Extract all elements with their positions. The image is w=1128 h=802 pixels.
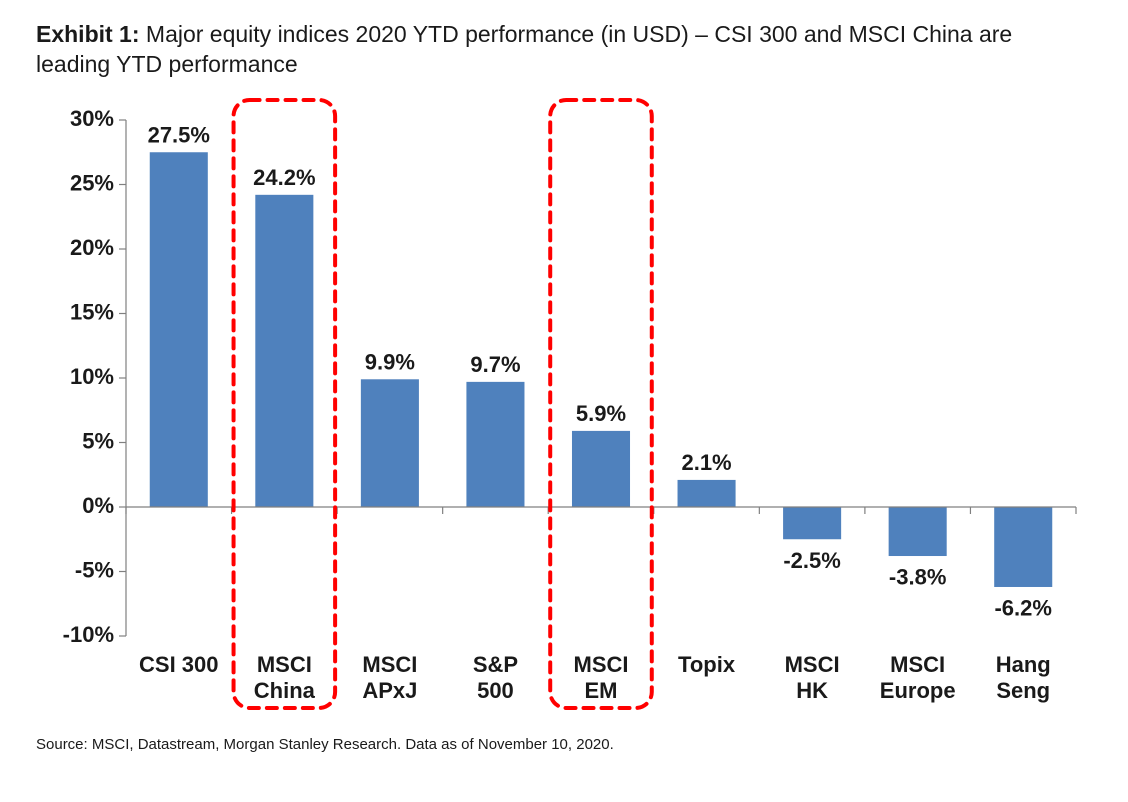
category-label: Hang [996, 652, 1051, 677]
category-label: MSCI [574, 652, 629, 677]
bar [255, 195, 313, 507]
source-note: Source: MSCI, Datastream, Morgan Stanley… [36, 736, 1092, 753]
category-label: MSCI [362, 652, 417, 677]
bar-value-label: 24.2% [253, 165, 315, 190]
y-tick-label: 10% [70, 364, 114, 389]
category-label: Topix [678, 652, 736, 677]
bar-value-label: 27.5% [148, 122, 210, 147]
y-tick-label: 20% [70, 235, 114, 260]
chart-svg: -10% -5% 0% 5% 10% 15% 20% 25% 30% 27.5% 24.2% 9.9%… [36, 90, 1092, 730]
bar [361, 379, 419, 507]
y-tick-label: 5% [82, 428, 114, 453]
category-label: S&P [473, 652, 518, 677]
ytd-performance-chart: -10% -5% 0% 5% 10% 15% 20% 25% 30% 27.5% 24.2% 9.9%… [36, 90, 1092, 730]
y-tick-label: 30% [70, 106, 114, 131]
bar-value-label: 9.9% [365, 349, 415, 374]
y-tick-label: 25% [70, 170, 114, 195]
bar-value-label: 5.9% [576, 401, 626, 426]
y-tick-label: -5% [75, 557, 114, 582]
category-label: EM [585, 678, 618, 703]
bar [466, 382, 524, 507]
y-tick-label: 15% [70, 299, 114, 324]
category-label: HK [796, 678, 828, 703]
exhibit-number: Exhibit 1: [36, 21, 140, 47]
bar [889, 507, 947, 556]
y-tick-label: 0% [82, 493, 114, 518]
category-label: 500 [477, 678, 514, 703]
bar-value-label: 2.1% [681, 450, 731, 475]
exhibit-title-text: Major equity indices 2020 YTD performanc… [36, 21, 1012, 77]
exhibit-title: Exhibit 1: Major equity indices 2020 YTD… [36, 20, 1092, 80]
bar [783, 507, 841, 539]
bar-value-label: 9.7% [470, 352, 520, 377]
category-label: MSCI [257, 652, 312, 677]
bar-value-label: -2.5% [783, 548, 840, 573]
category-label: MSCI [785, 652, 840, 677]
y-tick-label: -10% [63, 622, 114, 647]
category-label: APxJ [362, 678, 417, 703]
category-label: CSI 300 [139, 652, 219, 677]
category-label: MSCI [890, 652, 945, 677]
exhibit-container: Exhibit 1: Major equity indices 2020 YTD… [0, 0, 1128, 802]
bar-value-label: -3.8% [889, 565, 946, 590]
bar-value-label: -6.2% [994, 595, 1051, 620]
bar [150, 152, 208, 507]
category-label: Seng [996, 678, 1050, 703]
category-label: Europe [880, 678, 956, 703]
bar [572, 431, 630, 507]
category-label: China [254, 678, 316, 703]
bar [678, 480, 736, 507]
bar [994, 507, 1052, 587]
